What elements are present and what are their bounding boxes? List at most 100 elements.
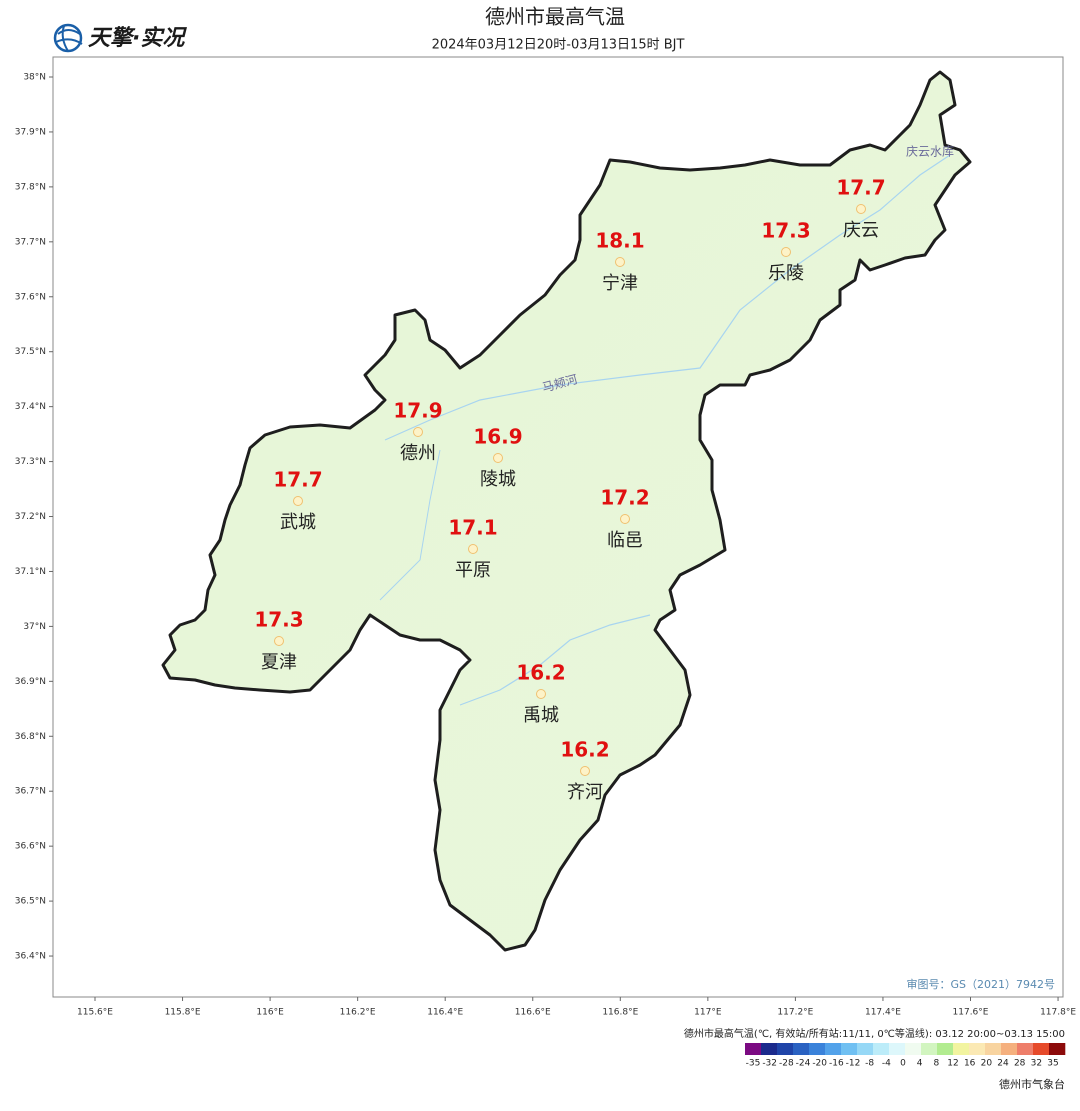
lon-tick-label: 116.4°E [427, 1008, 463, 1018]
station-value: 17.3 [761, 219, 810, 243]
legend-tick-label: 24 [997, 1059, 1009, 1069]
lat-tick-label: 37.1°N [15, 567, 46, 577]
legend-swatch [921, 1043, 938, 1055]
legend-swatch [953, 1043, 970, 1055]
station-name: 陵城 [480, 469, 516, 490]
legend-swatch [969, 1043, 986, 1055]
river [459, 614, 651, 706]
station-dot [274, 636, 284, 646]
lat-tick-label: 37°N [23, 622, 46, 632]
station-name: 武城 [280, 512, 316, 533]
legend-tick-label: -12 [846, 1059, 861, 1069]
legend-tick-label: -28 [779, 1059, 794, 1069]
legend-swatch [809, 1043, 826, 1055]
legend-swatch [841, 1043, 858, 1055]
station-value: 18.1 [595, 229, 644, 253]
legend-swatch [937, 1043, 954, 1055]
lon-tick-label: 117.8°E [1040, 1008, 1076, 1018]
legend-swatch [889, 1043, 906, 1055]
legend-tick-label: -35 [746, 1059, 761, 1069]
legend-swatch [857, 1043, 874, 1055]
station-value: 17.7 [273, 468, 322, 492]
lat-tick-label: 36.8°N [15, 732, 46, 742]
station-name: 庆云 [843, 220, 879, 241]
legend-tick-label: 35 [1047, 1059, 1058, 1069]
station-name: 乐陵 [768, 263, 804, 284]
station-dot [620, 514, 630, 524]
legend-swatch [1049, 1043, 1066, 1055]
station-name: 夏津 [261, 652, 297, 673]
lon-tick-label: 117.6°E [953, 1008, 989, 1018]
legend-swatch [1033, 1043, 1050, 1055]
lon-tick-label: 117°E [694, 1008, 722, 1018]
station-dot [615, 257, 625, 267]
station-dot [536, 689, 546, 699]
logo-text: 天擎·实况 [88, 25, 187, 51]
lat-tick-label: 37.4°N [15, 402, 46, 412]
station-dot [580, 766, 590, 776]
legend-swatch [825, 1043, 842, 1055]
station-value: 17.1 [448, 516, 497, 540]
legend-swatch [1001, 1043, 1018, 1055]
lat-tick-label: 37.5°N [15, 347, 46, 357]
legend-swatch [985, 1043, 1002, 1055]
lat-tick-label: 38°N [23, 73, 46, 83]
legend-tick-label: 8 [933, 1059, 939, 1069]
legend-tick-label: -24 [796, 1059, 811, 1069]
lat-tick-label: 37.6°N [15, 292, 46, 302]
map-title: 德州市最高气温 [485, 5, 625, 29]
lon-tick-label: 116°E [256, 1008, 284, 1018]
station-dot [293, 496, 303, 506]
station-value: 17.2 [600, 486, 649, 510]
legend-swatch [761, 1043, 778, 1055]
legend-tick-label: -16 [829, 1059, 844, 1069]
legend-swatch [1017, 1043, 1034, 1055]
lat-tick-label: 37.9°N [15, 127, 46, 137]
lon-tick-label: 117.4°E [865, 1008, 901, 1018]
lat-tick-label: 36.9°N [15, 677, 46, 687]
station-dot [468, 544, 478, 554]
legend-tick-label: 4 [917, 1059, 923, 1069]
lat-tick-label: 36.4°N [15, 952, 46, 962]
reservoir-label: 庆云水库 [906, 144, 954, 159]
station-dot [856, 204, 866, 214]
station-value: 16.9 [473, 425, 522, 449]
station-name: 临邑 [607, 530, 643, 551]
lon-tick-label: 116.6°E [515, 1008, 551, 1018]
legend-tick-label: 16 [964, 1059, 976, 1069]
lat-tick-label: 37.7°N [15, 237, 46, 247]
footer-credit: 德州市气象台 [999, 1077, 1065, 1091]
station-name: 齐河 [567, 782, 603, 803]
legend-swatch [873, 1043, 890, 1055]
station-dot [493, 453, 503, 463]
legend-swatch [905, 1043, 922, 1055]
logo-icon [53, 23, 83, 53]
station-name: 宁津 [602, 273, 638, 294]
legend-swatch [793, 1043, 810, 1055]
lat-tick-label: 37.3°N [15, 457, 46, 467]
legend-swatch [777, 1043, 794, 1055]
lat-tick-label: 36.6°N [15, 842, 46, 852]
lon-tick-label: 117.2°E [777, 1008, 813, 1018]
legend-tick-label: 20 [981, 1059, 993, 1069]
station-name: 平原 [455, 560, 491, 581]
station-dot [413, 427, 423, 437]
station-value: 17.9 [393, 399, 442, 423]
logo-icon-lines [55, 25, 83, 52]
station-value: 17.7 [836, 176, 885, 200]
approval-number: 审图号：GS（2021）7942号 [907, 977, 1056, 991]
station-value: 17.3 [254, 608, 303, 632]
river [379, 449, 441, 601]
map-subtitle: 2024年03月12日20时-03月13日15时 BJT [432, 38, 685, 53]
station-value: 16.2 [560, 738, 609, 762]
legend-tick-label: 32 [1031, 1059, 1042, 1069]
station-name: 德州 [400, 443, 436, 464]
lon-tick-label: 115.6°E [77, 1008, 113, 1018]
lon-tick-label: 116.8°E [602, 1008, 638, 1018]
legend-tick-label: 28 [1014, 1059, 1026, 1069]
lat-tick-label: 37.2°N [15, 512, 46, 522]
legend-caption: 德州市最高气温(℃, 有效站/所有站:11/11, 0℃等温线): 03.12 … [684, 1027, 1065, 1040]
lat-tick-label: 36.5°N [15, 897, 46, 907]
legend-tick-label: -32 [762, 1059, 777, 1069]
